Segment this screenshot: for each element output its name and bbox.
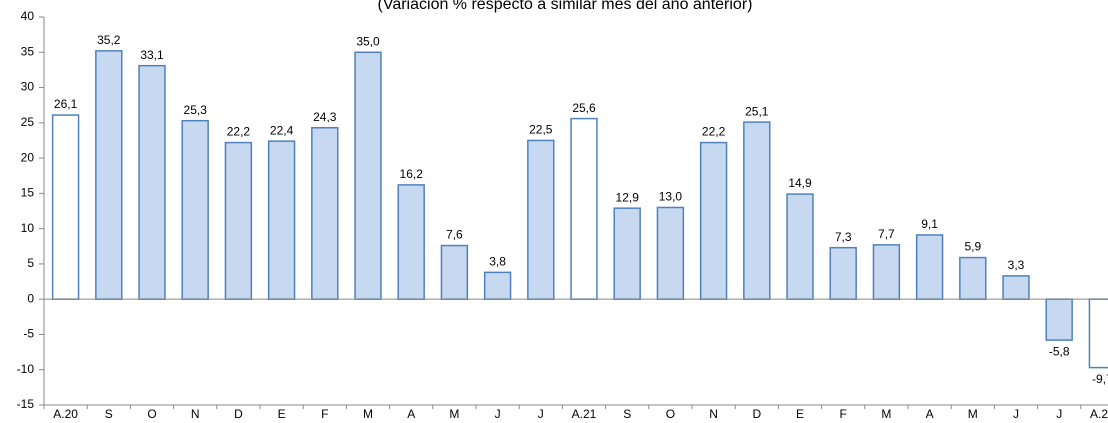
bar — [354, 51, 382, 300]
value-label: 14,9 — [788, 176, 812, 190]
bar — [570, 117, 598, 300]
x-tick-label: N — [709, 407, 718, 421]
bar — [1045, 298, 1073, 341]
x-tick-label: A.22 — [1090, 407, 1108, 421]
x-tick-label: E — [278, 407, 286, 421]
bar — [483, 271, 512, 300]
x-tick-label: J — [1013, 407, 1019, 421]
bar — [613, 207, 641, 300]
bar — [224, 141, 253, 300]
x-tick-label: F — [840, 407, 847, 421]
bar — [743, 121, 771, 300]
y-tick-label: 10 — [21, 221, 35, 235]
bar — [440, 244, 469, 300]
bar — [181, 119, 209, 300]
bar — [1002, 275, 1030, 300]
x-tick-label: F — [321, 407, 328, 421]
bar — [267, 140, 296, 300]
x-tick-label: A — [926, 407, 934, 421]
bar — [138, 64, 166, 300]
bar — [95, 50, 123, 300]
y-tick-label: 35 — [21, 44, 35, 58]
value-label: 7,7 — [878, 227, 895, 241]
value-label: 3,3 — [1008, 258, 1025, 272]
value-label: 33,1 — [140, 48, 164, 62]
x-tick-label: M — [881, 407, 891, 421]
value-label: 13,0 — [659, 190, 683, 204]
x-tick-label: M — [449, 407, 459, 421]
value-label: 25,6 — [572, 101, 596, 115]
y-tick-label: 15 — [21, 186, 35, 200]
x-tick-label: O — [147, 407, 156, 421]
x-tick-label: J — [1056, 407, 1062, 421]
x-tick-label: O — [666, 407, 675, 421]
x-tick-label: J — [495, 407, 501, 421]
value-label: 22,2 — [227, 125, 251, 139]
value-label: 5,9 — [964, 240, 981, 254]
y-tick-label: 25 — [21, 115, 35, 129]
y-tick-label: 5 — [27, 256, 34, 270]
bar — [311, 127, 339, 300]
value-label: 16,2 — [400, 167, 424, 181]
y-tick-label: -10 — [17, 362, 35, 376]
value-label: 26,1 — [54, 97, 78, 111]
bar — [1088, 298, 1108, 369]
x-tick-label: M — [363, 407, 373, 421]
value-label: 22,2 — [702, 125, 726, 139]
y-tick-label: -5 — [23, 327, 34, 341]
bar — [51, 114, 80, 300]
value-label: 24,3 — [313, 110, 337, 124]
value-label: -9,7 — [1092, 372, 1108, 386]
x-tick-label: S — [623, 407, 631, 421]
bar — [397, 184, 425, 300]
x-tick-label: E — [796, 407, 804, 421]
value-label: 22,5 — [529, 123, 553, 137]
value-label: 25,1 — [745, 104, 769, 118]
x-tick-label: M — [968, 407, 978, 421]
value-label: 3,8 — [489, 255, 506, 269]
y-tick-label: 40 — [21, 9, 35, 23]
bar — [656, 206, 685, 300]
y-tick-label: 0 — [27, 291, 34, 305]
x-tick-label: J — [538, 407, 544, 421]
bar — [699, 141, 728, 300]
bar — [829, 246, 857, 300]
value-label: 12,9 — [616, 190, 640, 204]
value-label: 35,0 — [356, 34, 380, 48]
bar — [786, 193, 814, 300]
value-label: 9,1 — [921, 217, 938, 231]
bar — [915, 234, 944, 300]
y-tick-label: -15 — [17, 397, 35, 411]
value-label: 25,3 — [184, 103, 208, 117]
bar — [527, 139, 555, 300]
chart-subtitle: (Variación % respecto a similar mes del … — [378, 0, 753, 13]
y-tick-label: 20 — [21, 150, 35, 164]
value-label: 7,3 — [835, 230, 852, 244]
value-label: 7,6 — [446, 228, 463, 242]
x-tick-label: A.20 — [53, 407, 78, 421]
value-label: 22,4 — [270, 123, 294, 137]
x-tick-label: N — [191, 407, 200, 421]
bar — [959, 256, 987, 300]
x-tick-label: S — [105, 407, 113, 421]
x-tick-label: D — [752, 407, 761, 421]
x-tick-label: A.21 — [572, 407, 597, 421]
value-label: 35,2 — [97, 33, 121, 47]
bar — [872, 244, 901, 300]
value-label: -5,8 — [1049, 344, 1070, 358]
x-tick-label: A — [407, 407, 415, 421]
x-tick-label: D — [234, 407, 243, 421]
y-tick-label: 30 — [21, 80, 35, 94]
